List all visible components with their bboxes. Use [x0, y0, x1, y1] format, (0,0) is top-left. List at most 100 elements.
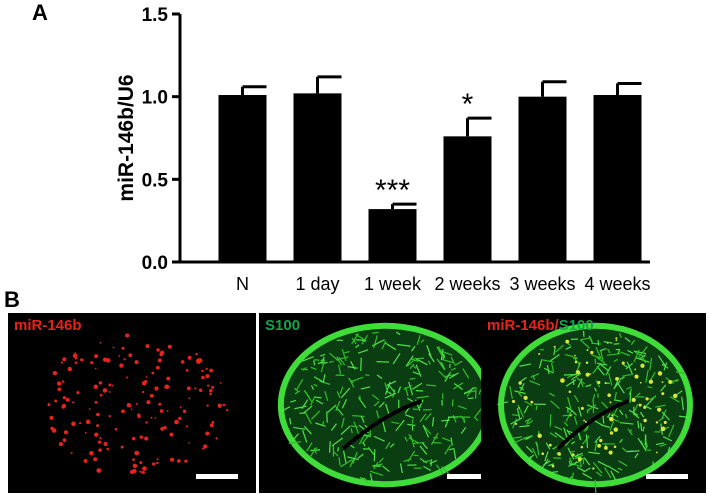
fiber [554, 432, 567, 442]
fiber [294, 387, 299, 393]
fiber [314, 396, 322, 399]
fiber [517, 392, 523, 397]
fiber [365, 374, 370, 376]
fiber [382, 465, 390, 473]
signal-dot [571, 453, 575, 457]
signal-dot [166, 410, 169, 412]
signal-dot [613, 427, 619, 432]
fiber [627, 349, 634, 354]
signal-dot [645, 397, 649, 401]
fiber [337, 447, 340, 452]
fiber [655, 442, 665, 446]
fiber [453, 448, 457, 460]
fiber [571, 472, 575, 481]
signal-dot [205, 431, 210, 436]
fiber [681, 396, 684, 411]
signal-dot [135, 402, 139, 405]
fiber [538, 358, 543, 369]
signal-dot [134, 360, 139, 365]
fiber [519, 382, 525, 391]
fiber [293, 426, 306, 430]
fiber [386, 380, 397, 387]
fiber [527, 420, 534, 425]
fiber [384, 392, 397, 399]
signal-dot [94, 367, 97, 370]
bar [218, 95, 267, 262]
fiber [613, 380, 621, 390]
fiber [419, 457, 428, 464]
fiber [474, 407, 483, 418]
fiber [319, 380, 331, 385]
signal-dot [57, 387, 62, 392]
fiber [389, 443, 395, 448]
signal-dot [615, 377, 619, 381]
signal-dot [132, 463, 138, 469]
fiber [357, 349, 369, 354]
signal-dot [70, 451, 73, 454]
fiber [633, 350, 647, 355]
fiber [410, 357, 425, 360]
signal-dot [108, 383, 112, 387]
fiber [350, 428, 353, 434]
fiber [572, 356, 580, 365]
fiber [628, 388, 633, 395]
fiber [546, 364, 550, 375]
signal-dot [126, 403, 132, 408]
signal-dot [609, 416, 614, 422]
fiber [435, 464, 445, 475]
fiber [550, 400, 560, 409]
fiber [385, 403, 390, 415]
fiber [517, 404, 525, 418]
signal-dot [194, 387, 197, 390]
fiber [395, 419, 405, 432]
fiber [467, 397, 474, 400]
signal-dot [206, 404, 209, 407]
fiber [599, 348, 607, 352]
fiber [429, 459, 438, 465]
fiber [548, 463, 555, 467]
x-tick-label: 4 weeks [584, 274, 650, 294]
fiber [585, 426, 589, 431]
fiber [338, 457, 341, 466]
fiber [585, 434, 589, 448]
signal-dot [211, 385, 215, 389]
scale-bar [646, 474, 688, 479]
signal-dot [90, 361, 94, 365]
micrograph-image [277, 322, 493, 488]
signal-dot [634, 368, 637, 371]
signal-dot [639, 381, 642, 384]
fiber [290, 399, 297, 403]
fiber [514, 390, 526, 395]
scale-bar [196, 474, 238, 479]
fiber [437, 346, 442, 351]
fiber [348, 377, 354, 384]
signal-dot [50, 426, 54, 431]
fiber [327, 404, 337, 413]
fiber [573, 416, 578, 425]
signal-dot [96, 412, 100, 417]
fiber [655, 404, 666, 408]
fiber [659, 443, 667, 448]
fiber [418, 399, 424, 409]
fiber [633, 349, 640, 363]
fiber [661, 363, 669, 369]
signal-dot [139, 435, 143, 439]
fiber [391, 421, 400, 425]
fiber [569, 407, 578, 416]
bar [518, 96, 567, 263]
x-tick-label: N [236, 274, 249, 294]
fiber [524, 400, 533, 407]
signal-dot [65, 397, 70, 402]
fiber [649, 357, 653, 371]
fiber [320, 359, 326, 373]
signal-dot [67, 366, 73, 372]
fiber [637, 437, 647, 451]
signal-dot [518, 407, 520, 409]
signal-dot [188, 397, 191, 400]
signal-dot [98, 381, 103, 385]
fiber [553, 347, 556, 356]
fiber [331, 437, 343, 447]
fiber [411, 419, 414, 424]
signal-dot [203, 444, 208, 449]
signal-dot [170, 457, 175, 462]
